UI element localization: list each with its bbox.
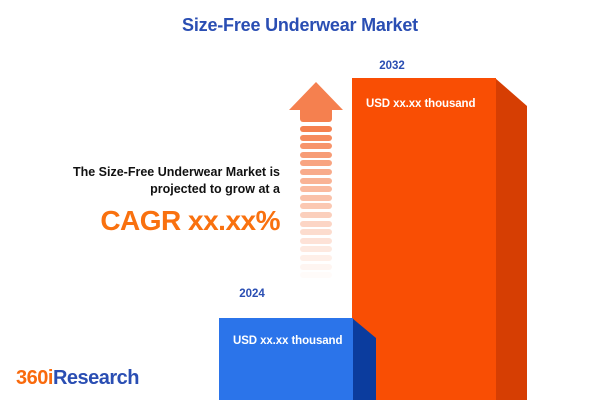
arrow-stripe [300,263,332,270]
statement-line-2: projected to grow at a [150,182,280,196]
cagr-value: CAGR xx.xx% [100,205,280,236]
arrow-stripe [300,177,332,184]
arrow-stripe [300,203,332,210]
growth-arrow-icon [289,82,343,290]
bar-2032-side-face [495,78,527,400]
page-title: Size-Free Underwear Market [182,15,418,35]
arrow-stripe [300,151,332,158]
arrow-stripe [300,160,332,167]
bar-label-2032: 2032 [379,60,405,72]
bar-2032-value-label: USD xx.xx thousand [366,98,476,110]
arrow-stripe [300,186,332,193]
brand-logo-research: Research [52,367,140,389]
arrow-stripe [300,229,332,236]
arrow-stripe [300,126,332,132]
arrow-stripe [300,194,332,201]
brand-logo-360i: 360i [16,367,53,389]
bar-label-2024: 2024 [239,288,265,300]
arrow-stripes-group [300,126,332,290]
bar-2032: USD xx.xx thousand [352,78,527,400]
arrow-stripe [300,143,332,150]
bar-2024: USD xx.xx thousand [219,318,376,400]
statement-line-1: The Size-Free Underwear Market is [72,165,280,179]
arrow-stripe [300,237,332,244]
bar-2024-front-face: USD xx.xx thousand [219,318,353,400]
arrow-head-icon [289,82,343,110]
arrow-stripe [300,220,332,227]
arrow-stripe [300,254,332,261]
bar-2024-side-face [352,318,376,400]
arrow-stripe [300,246,332,253]
brand-logo: 360iResearch [16,367,140,390]
statement-text: The Size-Free Underwear Market is projec… [14,164,280,198]
arrow-stripe [300,168,332,175]
bar-2032-front-face: USD xx.xx thousand [352,78,496,400]
arrow-stripe [300,272,332,278]
bar-2024-value-label: USD xx.xx thousand [233,335,343,347]
arrow-stripe [300,211,332,218]
arrow-neck-shape [300,108,332,122]
arrow-stripe [300,134,332,141]
statement-block: The Size-Free Underwear Market is projec… [14,164,281,237]
